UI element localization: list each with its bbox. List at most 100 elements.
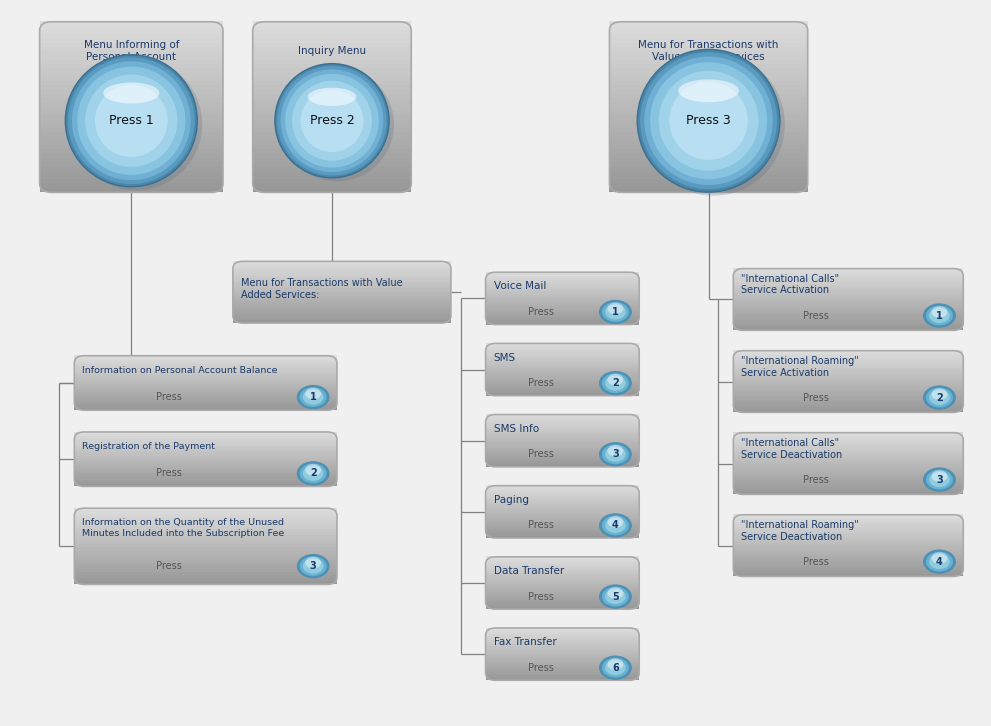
Bar bbox=[233, 266, 451, 269]
Bar bbox=[733, 308, 963, 311]
Bar bbox=[486, 287, 639, 289]
Bar bbox=[609, 166, 808, 171]
Bar bbox=[233, 264, 451, 266]
Bar bbox=[733, 327, 963, 330]
Bar bbox=[733, 325, 963, 328]
Ellipse shape bbox=[77, 67, 185, 175]
Bar bbox=[253, 34, 411, 38]
Bar bbox=[486, 306, 639, 308]
Ellipse shape bbox=[85, 75, 177, 167]
Bar bbox=[733, 537, 963, 539]
Bar bbox=[486, 387, 639, 389]
Bar bbox=[74, 386, 337, 388]
Bar bbox=[74, 578, 337, 582]
Bar bbox=[486, 429, 639, 431]
Bar bbox=[74, 575, 337, 579]
Bar bbox=[609, 179, 808, 184]
Bar bbox=[486, 529, 639, 531]
Circle shape bbox=[930, 554, 949, 569]
Bar bbox=[253, 111, 411, 115]
Bar bbox=[253, 21, 411, 26]
Bar bbox=[486, 456, 639, 458]
Text: 4: 4 bbox=[612, 521, 618, 531]
Ellipse shape bbox=[644, 57, 773, 185]
Bar bbox=[74, 360, 337, 362]
Bar bbox=[74, 572, 337, 575]
Bar bbox=[733, 440, 963, 443]
Circle shape bbox=[932, 388, 947, 400]
Bar bbox=[486, 362, 639, 364]
Circle shape bbox=[930, 308, 949, 323]
Bar bbox=[233, 318, 451, 321]
Bar bbox=[486, 590, 639, 592]
FancyBboxPatch shape bbox=[733, 269, 963, 330]
Circle shape bbox=[297, 462, 329, 485]
Bar bbox=[40, 94, 223, 99]
Circle shape bbox=[926, 306, 953, 325]
Text: 1: 1 bbox=[936, 311, 942, 320]
Bar bbox=[40, 25, 223, 30]
Circle shape bbox=[924, 468, 955, 492]
Bar bbox=[74, 444, 337, 447]
FancyBboxPatch shape bbox=[74, 432, 337, 486]
Bar bbox=[486, 465, 639, 467]
Bar bbox=[486, 517, 639, 519]
Bar bbox=[486, 598, 639, 600]
Bar bbox=[733, 482, 963, 484]
Bar bbox=[486, 485, 639, 488]
Bar bbox=[486, 634, 639, 637]
Bar bbox=[733, 484, 963, 487]
Bar bbox=[233, 290, 451, 293]
Bar bbox=[486, 366, 639, 369]
Bar bbox=[733, 280, 963, 283]
Bar bbox=[486, 510, 639, 513]
Ellipse shape bbox=[95, 84, 167, 157]
Bar bbox=[486, 431, 639, 433]
Bar bbox=[253, 123, 411, 129]
Bar bbox=[609, 43, 808, 47]
Bar bbox=[733, 404, 963, 407]
Bar bbox=[253, 43, 411, 47]
Text: Data Transfer: Data Transfer bbox=[494, 566, 564, 576]
Bar bbox=[486, 582, 639, 584]
Circle shape bbox=[607, 587, 623, 599]
Bar bbox=[233, 310, 451, 313]
Bar bbox=[609, 64, 808, 69]
Bar bbox=[733, 465, 963, 468]
Bar bbox=[486, 659, 639, 661]
Text: 2: 2 bbox=[936, 393, 942, 402]
Circle shape bbox=[924, 304, 955, 327]
Circle shape bbox=[602, 587, 629, 606]
Text: Press: Press bbox=[803, 557, 829, 566]
Bar bbox=[253, 120, 411, 124]
Circle shape bbox=[606, 446, 625, 462]
Bar bbox=[733, 457, 963, 460]
Bar bbox=[733, 549, 963, 552]
Bar bbox=[486, 678, 639, 680]
Bar bbox=[486, 380, 639, 383]
Bar bbox=[486, 452, 639, 454]
Text: Press: Press bbox=[528, 663, 554, 673]
Bar bbox=[486, 556, 639, 559]
Text: "International Calls"
Service Deactivation: "International Calls" Service Deactivati… bbox=[741, 438, 842, 460]
Bar bbox=[733, 271, 963, 274]
Bar bbox=[486, 322, 639, 325]
Bar bbox=[74, 358, 337, 360]
Bar bbox=[486, 280, 639, 282]
Bar bbox=[733, 395, 963, 398]
Circle shape bbox=[926, 470, 953, 489]
Bar bbox=[733, 462, 963, 465]
Circle shape bbox=[303, 558, 323, 574]
Bar bbox=[40, 123, 223, 129]
Text: "International Calls"
Service Activation: "International Calls" Service Activation bbox=[741, 274, 839, 295]
Text: Information on Personal Account Balance: Information on Personal Account Balance bbox=[82, 366, 277, 375]
Bar bbox=[74, 532, 337, 536]
Circle shape bbox=[607, 516, 623, 528]
Text: 2: 2 bbox=[310, 468, 316, 478]
Ellipse shape bbox=[280, 70, 384, 172]
Bar bbox=[74, 373, 337, 375]
Bar bbox=[733, 303, 963, 306]
Bar bbox=[233, 273, 451, 276]
Bar bbox=[486, 575, 639, 578]
Bar bbox=[609, 158, 808, 163]
